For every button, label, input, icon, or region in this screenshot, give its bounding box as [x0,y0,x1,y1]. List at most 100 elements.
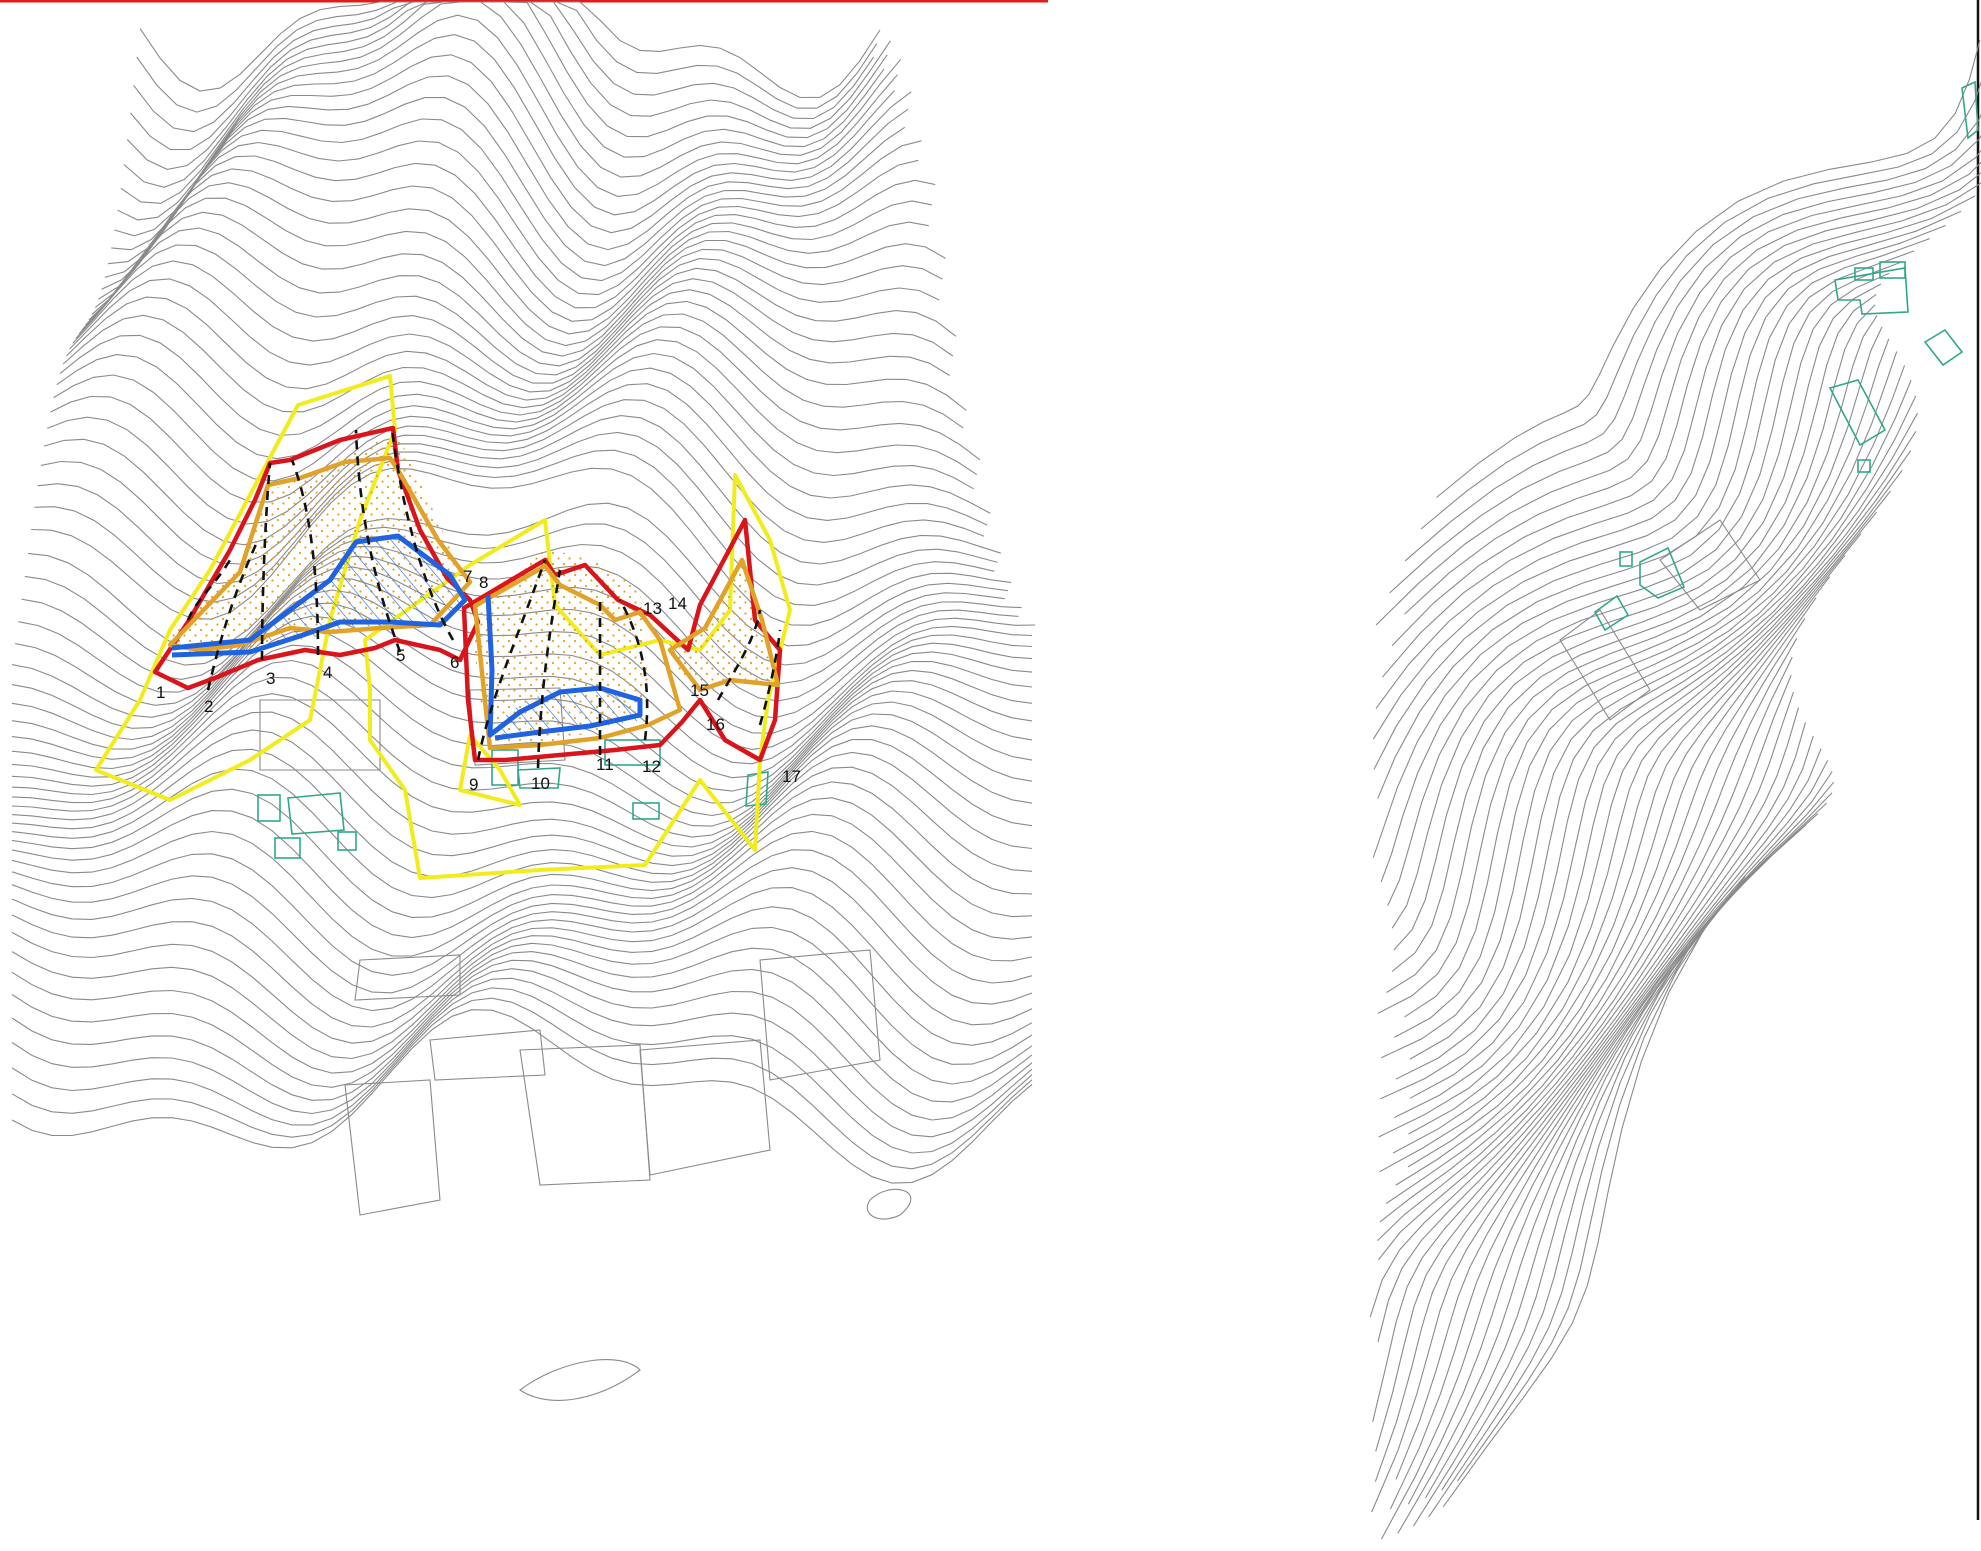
section-line-10 [618,599,649,741]
section-label-3: 3 [266,669,275,688]
contour-line [1386,315,1878,993]
contour-line [91,168,933,322]
contour-line [66,296,967,411]
contour-line [1391,304,1876,972]
contour-line [1391,172,1981,647]
contour-line [11,729,1033,867]
contour-line [1389,134,1981,594]
contour-line [1457,861,1761,1482]
contour-line [78,227,940,367]
contour-line [1409,379,1912,1060]
contour-line [11,693,1033,848]
contour-line [53,352,974,490]
parcel-outlines [259,519,1761,1401]
section-line-3 [260,462,272,661]
contour-line [1413,824,1807,1527]
contour-line [1389,771,1833,1510]
contour-line [1395,395,1917,1080]
contour-line [1375,195,1976,709]
section-line-8 [536,569,562,769]
contour-line [11,676,1033,838]
contour-line [1372,707,1800,1422]
contour-line [1436,39,1981,498]
contour-line [11,1009,1033,1184]
contour-line [1373,224,1946,770]
contour-line [1372,250,1915,858]
contour-line [1404,338,1890,1018]
contour-line [104,97,906,278]
contour-line [1377,691,1795,1342]
contour-line [1380,261,1901,883]
contour-line [98,140,919,300]
contour-line [101,118,922,290]
section-label-10: 10 [531,774,550,793]
contour-line [1394,351,1898,1038]
building-outlines [257,80,1979,859]
contour-line [11,711,1033,857]
contour-line [1371,748,1822,1513]
contour-line [1369,674,1792,1318]
section-label-13: 13 [643,599,662,618]
section-line-1 [186,559,232,621]
contour-lines-right [1369,39,1981,1540]
section-label-6: 6 [450,653,459,672]
contour-line [11,968,1033,1121]
contour-line [72,260,954,384]
contour-line [11,797,1033,939]
section-line-6 [390,429,455,641]
contour-line [123,1,885,188]
contour-line [1395,760,1829,1480]
contour-line [11,977,1033,1138]
contour-line [1395,576,1831,1186]
contour-line [1393,293,1877,951]
orange-dotted-areas [168,432,775,748]
contour-line [1377,326,1883,1014]
section-label-16: 16 [706,715,725,734]
contour-line [120,1,902,204]
contour-line [1394,450,1912,1119]
contour-line [1380,412,1918,1100]
section-label-5: 5 [396,646,405,665]
contour-line [11,926,1033,1065]
contour-line [47,383,988,526]
section-label-1: 1 [156,683,165,702]
section-label-15: 15 [690,681,709,700]
contour-line [1375,149,1981,626]
contour-line [1420,80,1981,530]
contour-line [1408,490,1891,1135]
contour-line [1387,272,1890,906]
contour-line [126,1,888,170]
section-label-2: 2 [204,697,213,716]
section-line-5 [354,429,402,653]
contour-line [11,867,1033,1012]
contour-line [1374,735,1814,1482]
section-label-17: 17 [782,767,801,786]
contour-line [34,449,995,606]
contour-line [1379,533,1862,1173]
contour-line [117,14,899,221]
section-label-7: 7 [463,567,472,586]
contour-line [81,211,943,357]
contour-line [136,1,878,113]
contour-line [11,887,1033,1028]
contour-line [75,244,957,376]
contour-line [111,54,912,251]
contour-line [37,431,998,586]
contour-line [1377,238,1930,799]
contour-line [69,278,950,393]
section-label-14: 14 [668,594,687,613]
contour-line [1404,113,1981,562]
contour-line [11,849,1033,994]
contour-line [1385,597,1817,1205]
contour-line [1381,182,1981,678]
contour-lines-left [11,1,1036,1184]
contour-line [1409,431,1917,1099]
contour-line [56,339,978,476]
contour-line [21,536,1022,685]
contour-line [24,523,1005,666]
section-label-8: 8 [479,573,488,592]
contour-line [1428,848,1777,1518]
contour-line [40,415,1001,565]
